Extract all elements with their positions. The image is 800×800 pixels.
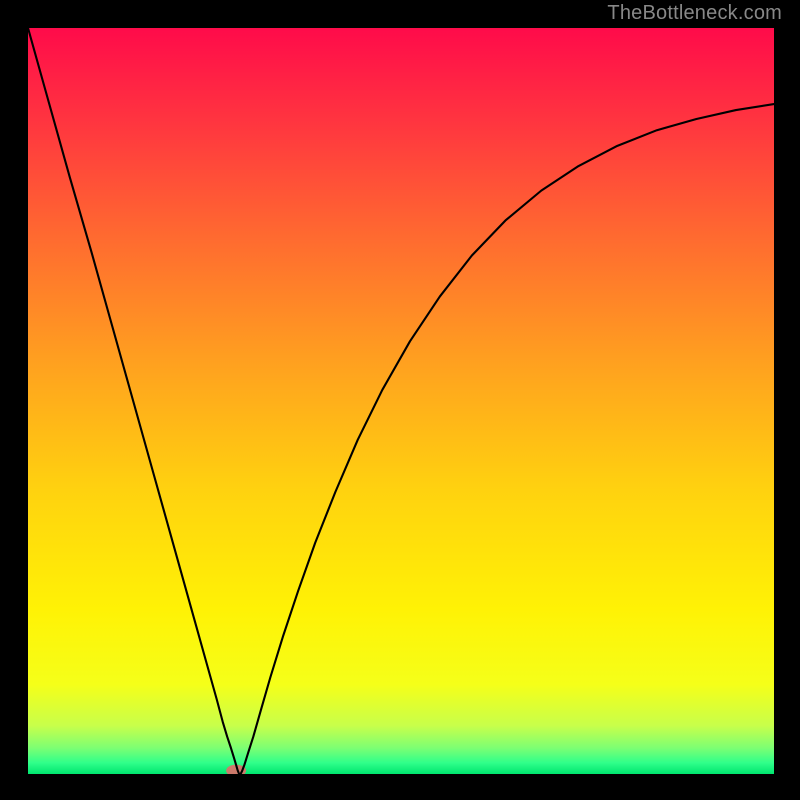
chart-svg <box>28 28 774 774</box>
gradient-background <box>28 28 774 774</box>
watermark-text: TheBottleneck.com <box>607 2 782 25</box>
chart-frame: TheBottleneck.com <box>0 0 800 800</box>
plot-area <box>28 28 774 774</box>
